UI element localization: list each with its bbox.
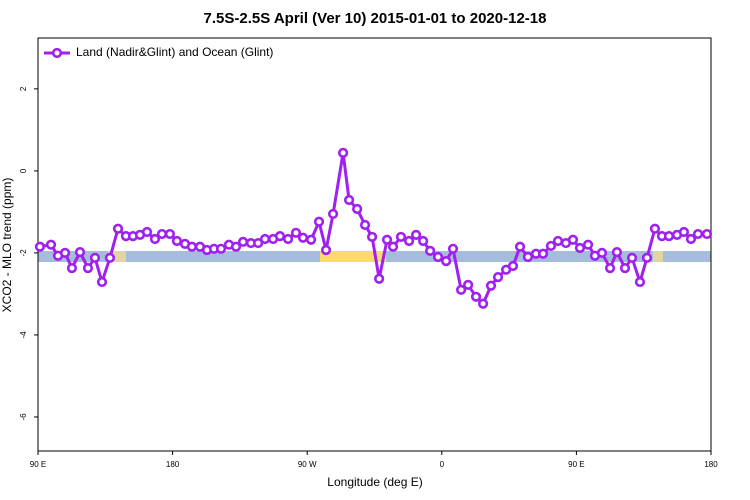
point	[685, 233, 697, 245]
point	[537, 248, 549, 259]
x-tick-label: 180	[166, 460, 180, 469]
point	[432, 251, 444, 263]
point	[455, 284, 467, 295]
point	[367, 231, 378, 243]
point	[596, 247, 608, 259]
point	[425, 245, 436, 256]
point	[626, 252, 638, 263]
point	[112, 223, 124, 234]
land-band	[653, 251, 663, 262]
point	[574, 242, 586, 254]
land-band	[108, 251, 126, 262]
point	[96, 276, 108, 288]
point	[507, 260, 519, 272]
point	[215, 243, 227, 254]
x-tick-label: 90 W	[298, 460, 317, 469]
point	[59, 247, 71, 259]
point	[395, 231, 407, 243]
point	[582, 239, 594, 250]
point	[305, 234, 317, 245]
point	[641, 252, 653, 263]
point	[619, 262, 631, 274]
point	[567, 234, 579, 245]
point	[343, 194, 355, 206]
point	[381, 234, 393, 245]
x-tick-label: 90 E	[30, 460, 46, 469]
point	[89, 252, 101, 263]
legend-label: Land (Nadir&Glint) and Ocean (Glint)	[76, 45, 273, 59]
x-tick-label: 0	[440, 460, 445, 469]
point	[34, 241, 46, 252]
point	[104, 252, 116, 263]
point	[410, 229, 422, 240]
point	[186, 241, 197, 252]
chart-title: 7.5S-2.5S April (Ver 10) 2015-01-01 to 2…	[204, 10, 547, 27]
point	[352, 203, 363, 215]
point	[82, 262, 94, 274]
point	[492, 272, 504, 283]
point	[282, 233, 294, 245]
y-tick-label: -2	[19, 249, 28, 257]
land-band	[320, 251, 386, 262]
y-tick-label: -4	[19, 331, 28, 339]
point	[387, 241, 399, 252]
point	[259, 233, 271, 245]
x-axis-label: Longitude (deg E)	[327, 475, 422, 489]
y-tick-label: -6	[19, 413, 28, 421]
point	[649, 223, 661, 234]
point	[663, 230, 675, 242]
point	[545, 240, 557, 252]
point	[237, 236, 249, 247]
y-axis-label: XCO2 - MLO trend (ppm)	[0, 178, 14, 313]
x-tick-label: 180	[704, 460, 718, 469]
point	[692, 228, 704, 240]
point	[230, 241, 242, 252]
point	[634, 276, 646, 288]
point	[522, 251, 534, 263]
point	[604, 262, 616, 274]
y-tick-label: 2	[19, 86, 28, 91]
point	[611, 246, 623, 258]
point	[418, 235, 429, 247]
point	[470, 291, 482, 302]
x-tick-label: 90 E	[568, 460, 584, 469]
point	[253, 237, 264, 249]
point	[320, 244, 332, 256]
point	[447, 243, 459, 254]
point	[337, 147, 349, 158]
point	[403, 235, 415, 247]
point	[290, 227, 302, 238]
point	[678, 226, 690, 238]
point	[171, 235, 183, 247]
y-tick-label: 0	[19, 168, 28, 173]
point	[552, 235, 564, 247]
point	[327, 208, 339, 220]
point	[514, 241, 526, 252]
point	[141, 226, 153, 238]
point	[374, 273, 385, 284]
point	[156, 228, 168, 240]
point	[45, 239, 57, 250]
point	[313, 216, 325, 227]
point	[477, 298, 489, 309]
point	[66, 262, 78, 274]
legend-point	[51, 47, 63, 59]
point	[274, 230, 286, 242]
point	[441, 256, 452, 267]
point	[463, 279, 474, 290]
point	[74, 246, 86, 258]
point	[149, 233, 161, 245]
point	[701, 228, 713, 240]
series-line	[39, 151, 707, 306]
point	[297, 232, 309, 243]
point	[164, 228, 176, 240]
point	[485, 280, 497, 291]
point	[359, 219, 371, 231]
